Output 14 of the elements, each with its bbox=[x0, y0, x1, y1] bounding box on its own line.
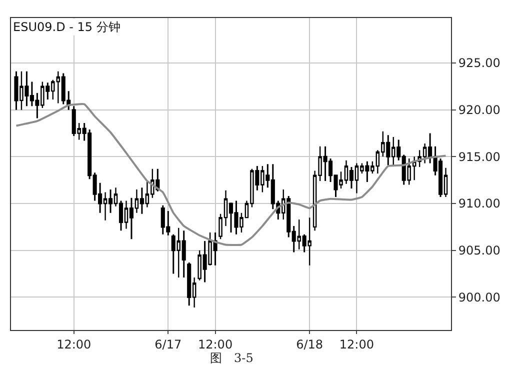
x-tick-label: 12:00 bbox=[339, 337, 374, 352]
caption: 图 3-5 bbox=[210, 351, 254, 365]
x-tick-label: 12:00 bbox=[56, 337, 92, 352]
y-tick-label: 905.00 bbox=[458, 244, 500, 258]
chart-title: ESU09.D - 15 分钟 bbox=[13, 20, 120, 34]
x-tick-label: 6/18 bbox=[296, 337, 324, 352]
y-tick-label: 920.00 bbox=[458, 103, 500, 118]
line-series bbox=[15, 103, 447, 246]
y-tick-label: 915.00 bbox=[458, 150, 500, 164]
y-tick-label: 900.00 bbox=[458, 290, 500, 304]
y-tick-label: 910.00 bbox=[458, 196, 500, 211]
x-tick-label: 6/17 bbox=[154, 337, 182, 352]
y-tick-label: 925.00 bbox=[458, 56, 500, 70]
x-tick-label: 12:00 bbox=[198, 337, 233, 352]
